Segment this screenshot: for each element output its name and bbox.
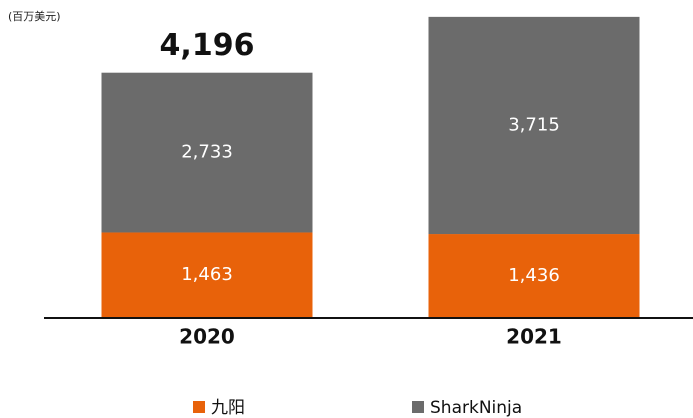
- data-label: 1,463: [181, 264, 233, 285]
- data-label: 2,733: [181, 142, 233, 163]
- legend-swatch: [193, 401, 205, 413]
- data-label: 1,436: [508, 265, 560, 286]
- total-label: 4,196: [160, 28, 255, 63]
- bar-segment: [428, 16, 640, 235]
- x-tick-label: 2020: [179, 325, 235, 349]
- legend-label: 九阳: [211, 398, 245, 418]
- y-axis-label: (百万美元): [8, 10, 61, 23]
- legend-swatch: [412, 401, 424, 413]
- bar-segment: [101, 72, 313, 233]
- x-tick-label: 2021: [506, 325, 562, 349]
- bar-segment: [428, 234, 640, 318]
- legend-label: SharkNinja: [430, 398, 522, 418]
- data-label: 3,715: [508, 114, 560, 135]
- bar-segment: [101, 232, 313, 318]
